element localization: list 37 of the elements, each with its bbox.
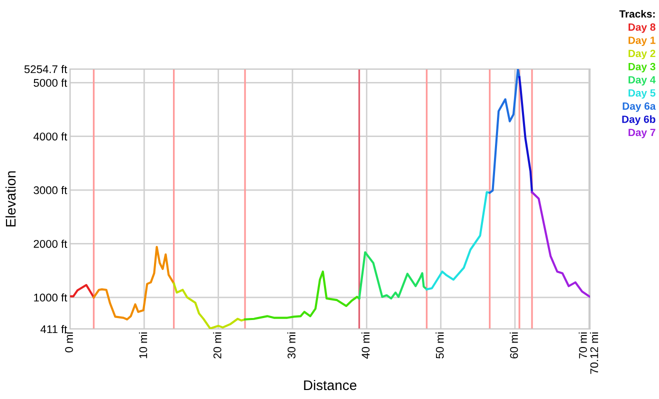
y-tick-label: 4000 ft — [34, 132, 68, 140]
x-tick-label: 70.12 mi — [590, 332, 598, 374]
x-tick-label: 20 mi — [213, 332, 222, 358]
line-series — [358, 251, 428, 300]
y-axis-title: Elevation — [5, 171, 16, 226]
x-tick-label: 10 mi — [138, 332, 148, 358]
line-series — [70, 284, 95, 298]
x-tick-label: 50 mi — [436, 332, 444, 358]
text: Day 3 — [628, 62, 656, 72]
text: Day 6b — [622, 115, 656, 126]
y-tick-label: 5000 ft — [34, 78, 68, 87]
y-tick-label: 5254.7 ft — [24, 64, 68, 74]
line-series — [244, 270, 360, 320]
x-tick-label: 0 mi — [64, 332, 73, 352]
line-series — [172, 282, 246, 329]
line-series — [530, 191, 590, 298]
text: Day 5 — [628, 89, 656, 99]
line-series — [488, 69, 520, 194]
text: Day 8 — [628, 23, 656, 33]
x-axis-title: Distance — [304, 380, 356, 390]
y-tick-label: 1000 ft — [34, 293, 68, 302]
x-tick-label: 70 mi — [578, 332, 587, 358]
y-tick-label: 411 ft — [40, 324, 68, 334]
text: Day 2 — [628, 50, 656, 60]
line-series — [518, 76, 534, 194]
text: Day 1 — [628, 36, 656, 46]
line-series — [92, 246, 175, 320]
x-tick-label: 30 mi — [287, 332, 296, 359]
x-tick-label: 40 mi — [361, 332, 370, 359]
x-tick-label: 60 mi — [510, 332, 518, 358]
text: Day 6a — [622, 102, 656, 112]
legend-title: Tracks: — [619, 10, 655, 18]
text: Day 4 — [628, 76, 656, 86]
line-series — [426, 191, 491, 290]
y-tick-label: 2000 ft — [34, 240, 68, 248]
y-tick-label: 3000 ft — [34, 186, 68, 194]
text: Day 7 — [628, 128, 656, 138]
